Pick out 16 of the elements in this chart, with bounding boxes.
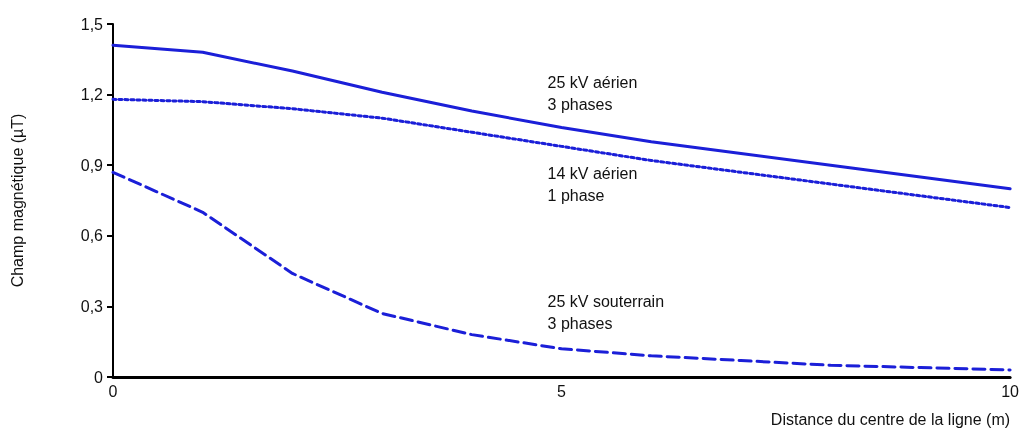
y-tick-label: 1,5 (80, 15, 104, 33)
y-tick-label: 0,9 (80, 156, 104, 174)
x-tick-label: 5 (557, 382, 567, 400)
x-axis-title: Distance du centre de la ligne (m) (770, 410, 1011, 428)
y-tick-label: 0 (94, 368, 104, 386)
series-label: 25 kV souterrain 3 phases (547, 293, 665, 333)
series-label: 25 kV aérien 3 phases (547, 74, 638, 114)
x-tick-label: 0 (108, 382, 118, 400)
y-axis-title: Champ magnétique (µT) (8, 113, 26, 288)
line-series (111, 97, 1012, 210)
series-label: 14 kV aérien 1 phase (547, 164, 638, 204)
y-tick-label: 0,3 (80, 297, 104, 315)
y-tick-label: 1,2 (80, 86, 104, 104)
line-series (111, 43, 1012, 191)
y-tick-label: 0,6 (80, 227, 104, 245)
x-tick-label: 10 (1001, 382, 1020, 400)
